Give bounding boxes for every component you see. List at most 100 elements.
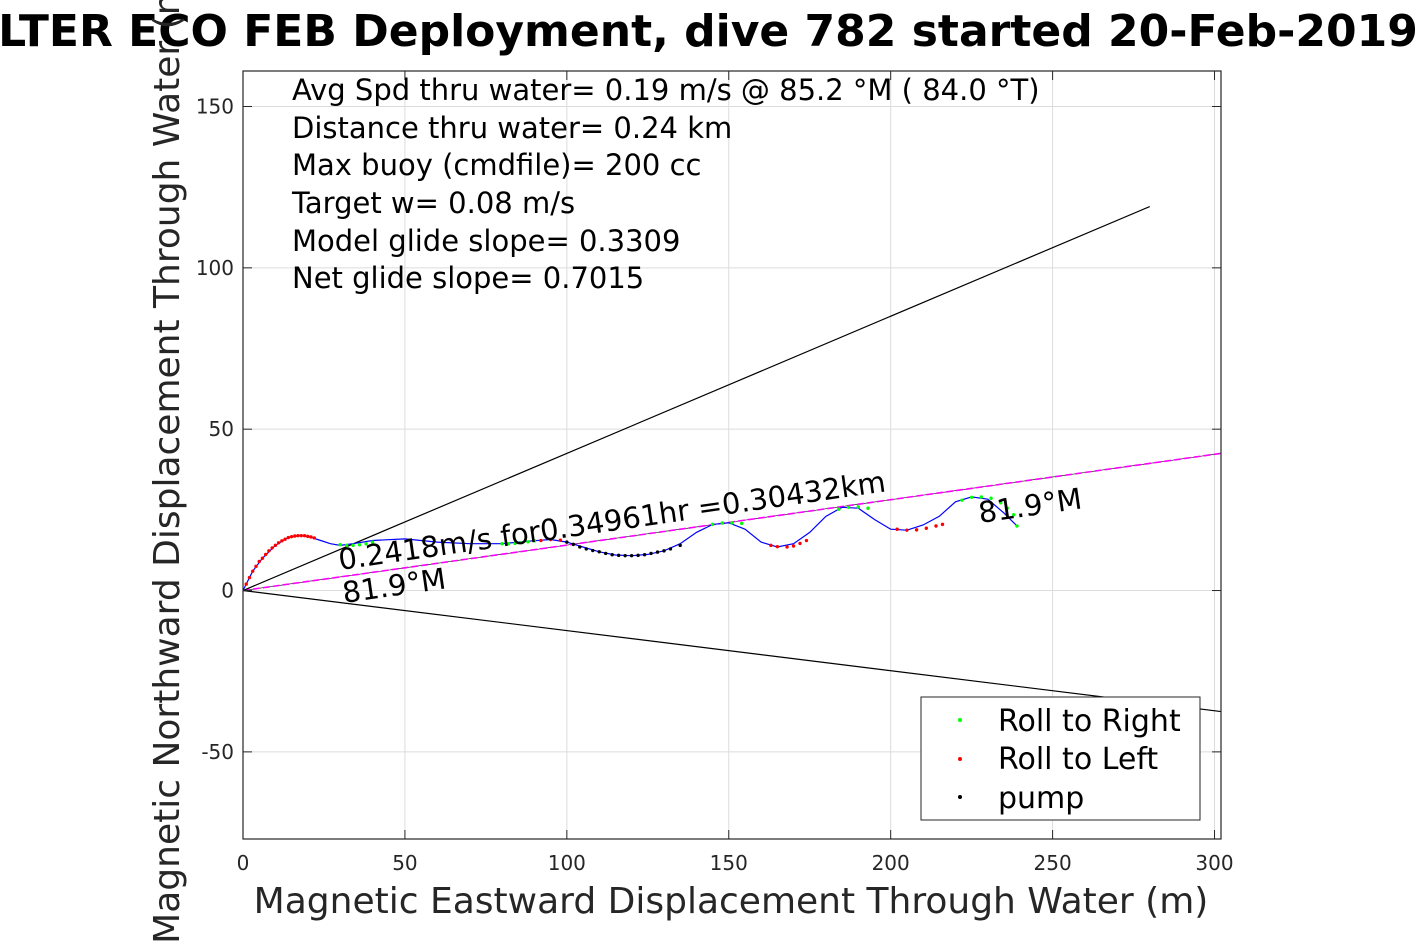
point-roll-to-right <box>370 540 375 544</box>
point-roll-to-right <box>1015 524 1019 528</box>
point-roll-to-left <box>306 534 310 539</box>
point-roll-to-left <box>895 527 899 531</box>
point-pump <box>636 553 640 558</box>
point-pump <box>662 549 666 553</box>
point-pump <box>642 553 647 557</box>
point-pump <box>668 547 673 551</box>
point-roll-to-left <box>302 533 307 538</box>
annotation-target-w: Target w= 0.08 m/s <box>291 186 575 220</box>
point-roll-to-left <box>804 538 809 543</box>
point-pump <box>565 540 569 544</box>
x-tick-label: 50 <box>392 851 417 875</box>
point-pump <box>623 553 627 558</box>
point-roll-to-left <box>940 522 945 527</box>
point-pump <box>597 550 601 554</box>
y-tick-label: -50 <box>201 740 234 764</box>
y-tick-label: 0 <box>221 579 234 603</box>
x-axis-label: Magnetic Eastward Displacement Through W… <box>254 881 1209 922</box>
point-pump <box>578 545 582 549</box>
point-roll-to-right <box>837 507 841 511</box>
point-roll-to-right <box>730 521 734 525</box>
point-roll-to-right <box>1012 512 1016 517</box>
line-cone-lower <box>242 589 1222 713</box>
point-roll-to-right <box>969 495 974 499</box>
plot-frame <box>242 70 1222 840</box>
point-roll-to-left <box>283 537 287 541</box>
point-pump <box>616 553 621 558</box>
point-roll-to-right <box>532 539 537 543</box>
legend-box <box>920 696 1201 821</box>
point-roll-to-right <box>344 543 349 548</box>
tick-labels: 0 50 100 150 200 250 300 -50 0 50 100 150 <box>196 94 1234 875</box>
point-roll-to-left <box>293 534 297 538</box>
point-roll-to-right <box>710 522 715 527</box>
legend-label-roll-right: Roll to Right <box>998 704 1181 739</box>
point-roll-to-right <box>720 521 724 525</box>
x-tick-label: 0 <box>237 851 250 875</box>
point-pump <box>649 551 653 556</box>
axis-ticks <box>242 71 1221 839</box>
x-tick-label: 250 <box>1034 851 1072 875</box>
point-roll-to-left <box>296 533 300 538</box>
legend: Roll to Right Roll to Left pump <box>920 696 1201 821</box>
x-tick-label: 100 <box>548 851 586 875</box>
point-roll-to-left <box>299 533 303 538</box>
point-roll-to-left <box>905 528 909 532</box>
point-roll-to-right <box>338 543 342 547</box>
point-roll-to-right <box>506 542 511 546</box>
point-roll-to-left <box>257 559 261 564</box>
point-roll-to-right <box>979 495 984 499</box>
point-roll-to-right <box>519 541 524 545</box>
x-tick-label: 300 <box>1195 851 1233 875</box>
legend-marker-roll-left <box>958 757 962 761</box>
point-roll-to-left <box>247 575 252 580</box>
point-roll-to-left <box>273 543 278 548</box>
point-roll-to-right <box>526 540 530 544</box>
point-roll-to-right <box>740 521 744 526</box>
point-roll-to-left <box>251 569 255 573</box>
point-pump <box>610 553 614 557</box>
point-roll-to-left <box>791 544 796 548</box>
x-tick-label: 200 <box>872 851 910 875</box>
point-roll-to-left <box>289 534 294 539</box>
point-roll-to-left <box>309 535 313 539</box>
point-roll-to-right <box>351 543 355 548</box>
annotation-avg-speed: Avg Spd thru water= 0.19 m/s @ 85.2 °M (… <box>292 73 1040 107</box>
point-roll-to-left <box>270 546 274 550</box>
point-roll-to-left <box>785 545 789 549</box>
point-roll-to-left <box>280 539 284 543</box>
point-roll-to-left <box>254 564 258 569</box>
point-roll-to-left <box>914 528 919 532</box>
point-roll-to-right <box>357 543 362 547</box>
annotation-max-buoy: Max buoy (cmdfile)= 200 cc <box>292 148 701 182</box>
point-pump <box>655 550 660 554</box>
point-roll-to-left <box>775 544 780 549</box>
point-roll-to-left <box>558 538 563 542</box>
point-roll-to-right <box>1005 506 1009 510</box>
legend-marker-roll-right <box>958 718 962 722</box>
legend-marker-pump <box>958 795 962 799</box>
point-pump <box>584 547 588 551</box>
legend-label-roll-left: Roll to Left <box>998 742 1158 777</box>
point-pump <box>678 543 682 548</box>
point-roll-to-right <box>960 498 964 502</box>
point-roll-to-right <box>999 501 1003 505</box>
point-roll-to-right <box>846 505 851 509</box>
chart-title: LTER ECO FEB Deployment, dive 782 starte… <box>0 6 1417 57</box>
point-roll-to-left <box>276 541 281 545</box>
point-roll-to-left <box>548 537 553 542</box>
point-roll-to-left <box>267 549 271 553</box>
y-tick-label: 50 <box>209 417 234 441</box>
data-points <box>244 495 1019 586</box>
point-roll-to-left <box>312 536 316 540</box>
point-pump <box>604 551 608 556</box>
point-roll-to-right <box>866 506 870 510</box>
point-roll-to-right <box>364 542 368 546</box>
point-roll-to-left <box>260 556 265 560</box>
point-roll-to-right <box>856 505 860 509</box>
y-tick-label: 150 <box>196 94 234 118</box>
x-tick-label: 150 <box>710 851 748 875</box>
point-pump <box>571 542 576 547</box>
line-cone-upper <box>242 205 1150 592</box>
